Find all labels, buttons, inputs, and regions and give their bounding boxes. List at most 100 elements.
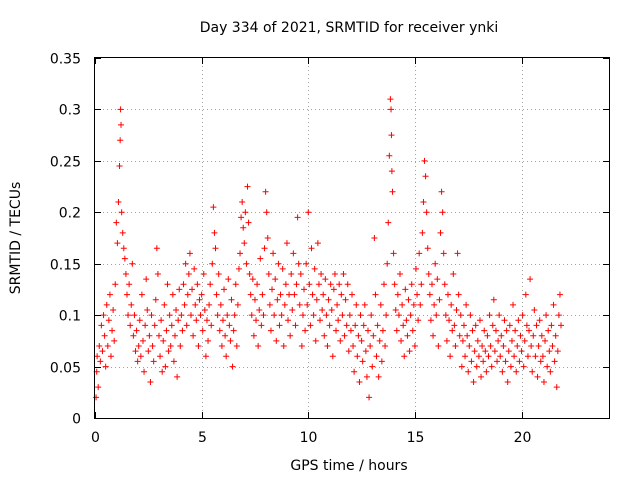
data-point: [428, 281, 435, 288]
data-point: [290, 250, 297, 257]
data-point: [432, 260, 439, 267]
data-point: [181, 301, 188, 308]
data-point: [515, 317, 522, 324]
data-point: [319, 307, 326, 313]
y-axis-label: SRMTID / TECUs: [8, 182, 24, 295]
data-point: [329, 353, 336, 360]
data-point: [490, 296, 497, 303]
data-point: [450, 271, 457, 277]
y-tick-label: 0.3: [59, 103, 81, 119]
data-point: [258, 322, 265, 329]
data-point: [487, 343, 494, 349]
data-point: [302, 327, 309, 334]
data-point: [227, 337, 234, 344]
data-point: [514, 343, 521, 349]
data-point: [103, 301, 110, 308]
data-point: [505, 348, 512, 355]
data-point: [543, 312, 550, 319]
data-point: [431, 301, 438, 308]
data-point: [145, 348, 152, 355]
data-point: [230, 327, 237, 334]
data-point: [363, 373, 370, 380]
data-point: [519, 312, 526, 319]
data-point: [285, 317, 292, 324]
data-point: [323, 312, 330, 319]
data-point: [318, 271, 325, 277]
data-point: [355, 332, 362, 339]
data-point: [169, 291, 176, 298]
data-point: [104, 343, 111, 349]
data-point: [237, 250, 244, 257]
data-point: [376, 337, 383, 344]
data-point: [502, 358, 509, 365]
data-point: [523, 322, 530, 329]
data-point: [404, 332, 411, 339]
data-point: [228, 296, 235, 303]
data-point: [305, 209, 312, 216]
data-point: [402, 286, 409, 293]
data-point: [197, 312, 204, 319]
data-point: [408, 281, 415, 288]
data-point: [536, 317, 543, 324]
data-point: [171, 332, 178, 339]
data-point: [435, 343, 442, 349]
y-tick-labels: 0 0.05 0.1 0.15 0.2 0.25 0.3 0.35: [50, 52, 81, 428]
data-point: [357, 312, 364, 319]
data-point: [121, 255, 128, 262]
data-point: [343, 322, 350, 329]
data-point: [240, 224, 247, 231]
data-point: [553, 384, 560, 391]
data-point: [190, 332, 197, 339]
y-tick-label: 0.25: [50, 155, 81, 171]
data-point: [510, 301, 517, 308]
data-point: [344, 281, 351, 288]
data-point: [420, 199, 427, 205]
data-point: [136, 317, 143, 324]
data-point: [453, 307, 460, 313]
data-point: [221, 286, 228, 293]
data-point: [159, 368, 166, 375]
data-point: [409, 327, 416, 334]
data-point: [148, 312, 155, 319]
data-point: [422, 173, 429, 180]
data-point: [548, 322, 555, 329]
data-point: [508, 337, 515, 344]
x-tick-label: 0: [91, 430, 100, 446]
data-point: [457, 312, 464, 319]
data-point: [239, 199, 246, 205]
data-point: [340, 271, 347, 277]
data-point: [292, 322, 299, 329]
data-point: [534, 373, 541, 380]
x-axis-label: GPS time / hours: [290, 458, 407, 474]
data-point: [217, 301, 224, 308]
data-point: [395, 312, 402, 319]
data-point: [369, 363, 376, 370]
data-point: [331, 271, 338, 277]
data-point: [320, 291, 327, 298]
data-point: [388, 132, 395, 139]
data-point: [361, 301, 368, 308]
data-point: [347, 327, 354, 334]
data-point: [249, 276, 256, 283]
data-point: [335, 317, 342, 324]
data-point: [437, 229, 444, 236]
data-point: [115, 199, 122, 205]
data-point: [133, 327, 140, 334]
data-point: [192, 301, 199, 308]
data-point: [200, 271, 207, 277]
data-point: [102, 363, 109, 370]
data-point: [371, 235, 378, 241]
data-point: [406, 348, 413, 355]
data-point: [532, 353, 539, 360]
data-point: [411, 343, 418, 349]
data-point: [222, 332, 229, 339]
data-point: [299, 312, 306, 319]
data-point: [114, 240, 121, 247]
data-point: [209, 260, 216, 267]
data-point: [324, 343, 331, 349]
data-point: [211, 229, 218, 236]
data-point: [281, 301, 288, 308]
data-point: [448, 301, 455, 308]
data-point: [388, 168, 395, 175]
data-point: [137, 353, 144, 360]
